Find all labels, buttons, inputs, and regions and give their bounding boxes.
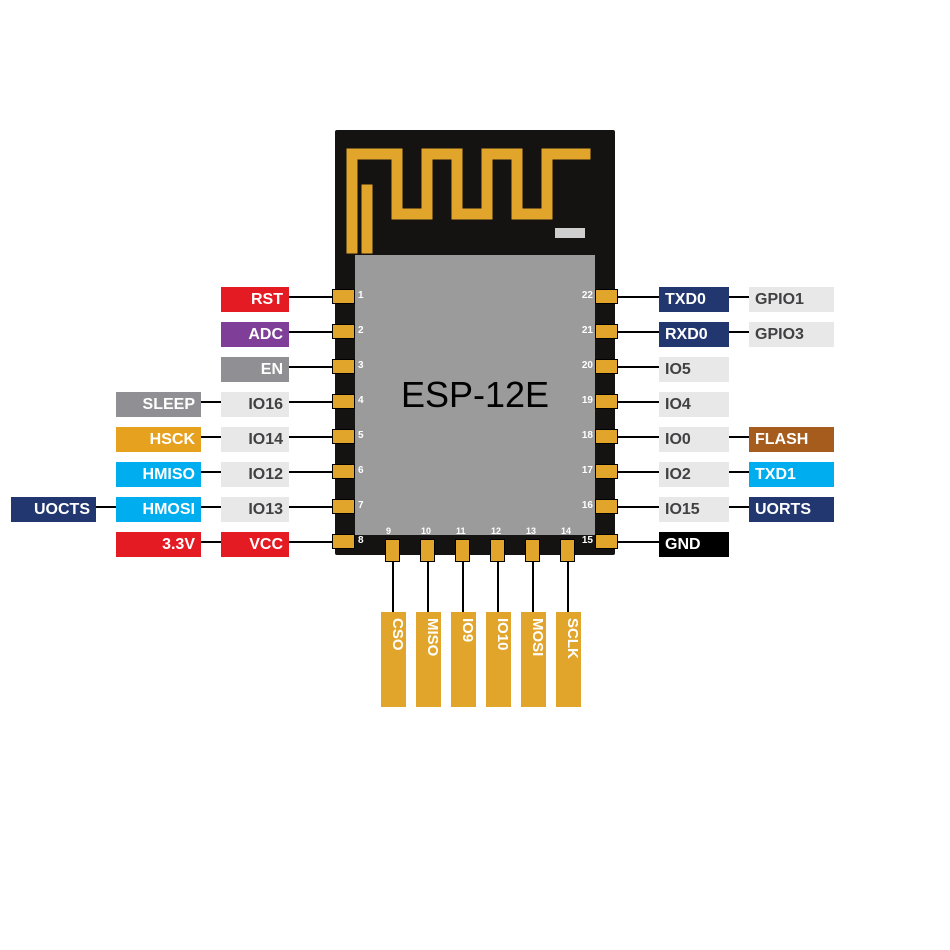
pin-pad [332,429,355,444]
pin-label: HSCK [116,427,201,452]
pin-label: IO14 [221,427,289,452]
pin-label: EN [221,357,289,382]
pin-label: MOSI [521,612,546,707]
pin-pad [385,539,400,562]
pin-label: FLASH [749,427,834,452]
wire [532,562,534,612]
wire [462,562,464,612]
pin-number: 15 [579,535,593,546]
pin-label: IO0 [659,427,729,452]
pin-label: IO16 [221,392,289,417]
pin-label: IO2 [659,462,729,487]
pin-pad [332,289,355,304]
pin-number: 7 [358,500,364,511]
pin-pad [455,539,470,562]
pin-label: TXD1 [749,462,834,487]
pin-label: SCLK [556,612,581,707]
pin-pad [490,539,505,562]
pin-number: 16 [579,500,593,511]
antenna-trace [335,136,615,256]
pin-label: MISO [416,612,441,707]
pin-pad [332,359,355,374]
pin-number: 4 [358,395,364,406]
pin-label: UOCTS [11,497,96,522]
pin-label: TXD0 [659,287,729,312]
pinout-diagram: { "canvas":{"w":950,"h":950}, "module":{… [0,0,950,950]
pin-pad [595,499,618,514]
wire [497,562,499,612]
pin-pad [420,539,435,562]
pin-pad [525,539,540,562]
pin-pad [595,359,618,374]
pin-number: 10 [421,526,431,536]
pin-label: UORTS [749,497,834,522]
wire [427,562,429,612]
pin-label: GPIO3 [749,322,834,347]
pin-number: 6 [358,465,364,476]
pin-pad [332,464,355,479]
pin-number: 8 [358,535,364,546]
pin-pad [560,539,575,562]
pin-pad [332,499,355,514]
pin-label: 3.3V [116,532,201,557]
pin-label: IO5 [659,357,729,382]
pin-label: IO13 [221,497,289,522]
pin-number: 1 [358,290,364,301]
pin-label: IO15 [659,497,729,522]
pin-label: CSO [381,612,406,707]
pin-number: 2 [358,325,364,336]
pin-pad [332,324,355,339]
pin-number: 11 [456,526,466,536]
pin-pad [595,324,618,339]
pin-number: 14 [561,526,571,536]
pin-label: IO4 [659,392,729,417]
pin-number: 21 [579,325,593,336]
pin-pad [595,289,618,304]
pin-label: IO9 [451,612,476,707]
pin-label: IO12 [221,462,289,487]
pin-label: HMOSI [116,497,201,522]
pin-pad [595,534,618,549]
pin-label: RXD0 [659,322,729,347]
pin-number: 19 [579,395,593,406]
pin-number: 12 [491,526,501,536]
pin-label: GPIO1 [749,287,834,312]
pin-label: HMISO [116,462,201,487]
wire [392,562,394,612]
wire [567,562,569,612]
pin-number: 13 [526,526,536,536]
pin-pad [595,429,618,444]
pin-pad [332,534,355,549]
module-shield: ESP-12E [355,255,595,535]
pin-number: 18 [579,430,593,441]
pin-number: 3 [358,360,364,371]
pin-label: IO10 [486,612,511,707]
pin-label: GND [659,532,729,557]
pin-label: ADC [221,322,289,347]
pin-number: 20 [579,360,593,371]
pin-number: 17 [579,465,593,476]
pin-label: VCC [221,532,289,557]
pin-pad [595,394,618,409]
pin-pad [332,394,355,409]
pin-label: SLEEP [116,392,201,417]
pin-number: 22 [579,290,593,301]
pin-number: 9 [386,526,391,536]
pin-number: 5 [358,430,364,441]
pin-label: RST [221,287,289,312]
pin-pad [595,464,618,479]
